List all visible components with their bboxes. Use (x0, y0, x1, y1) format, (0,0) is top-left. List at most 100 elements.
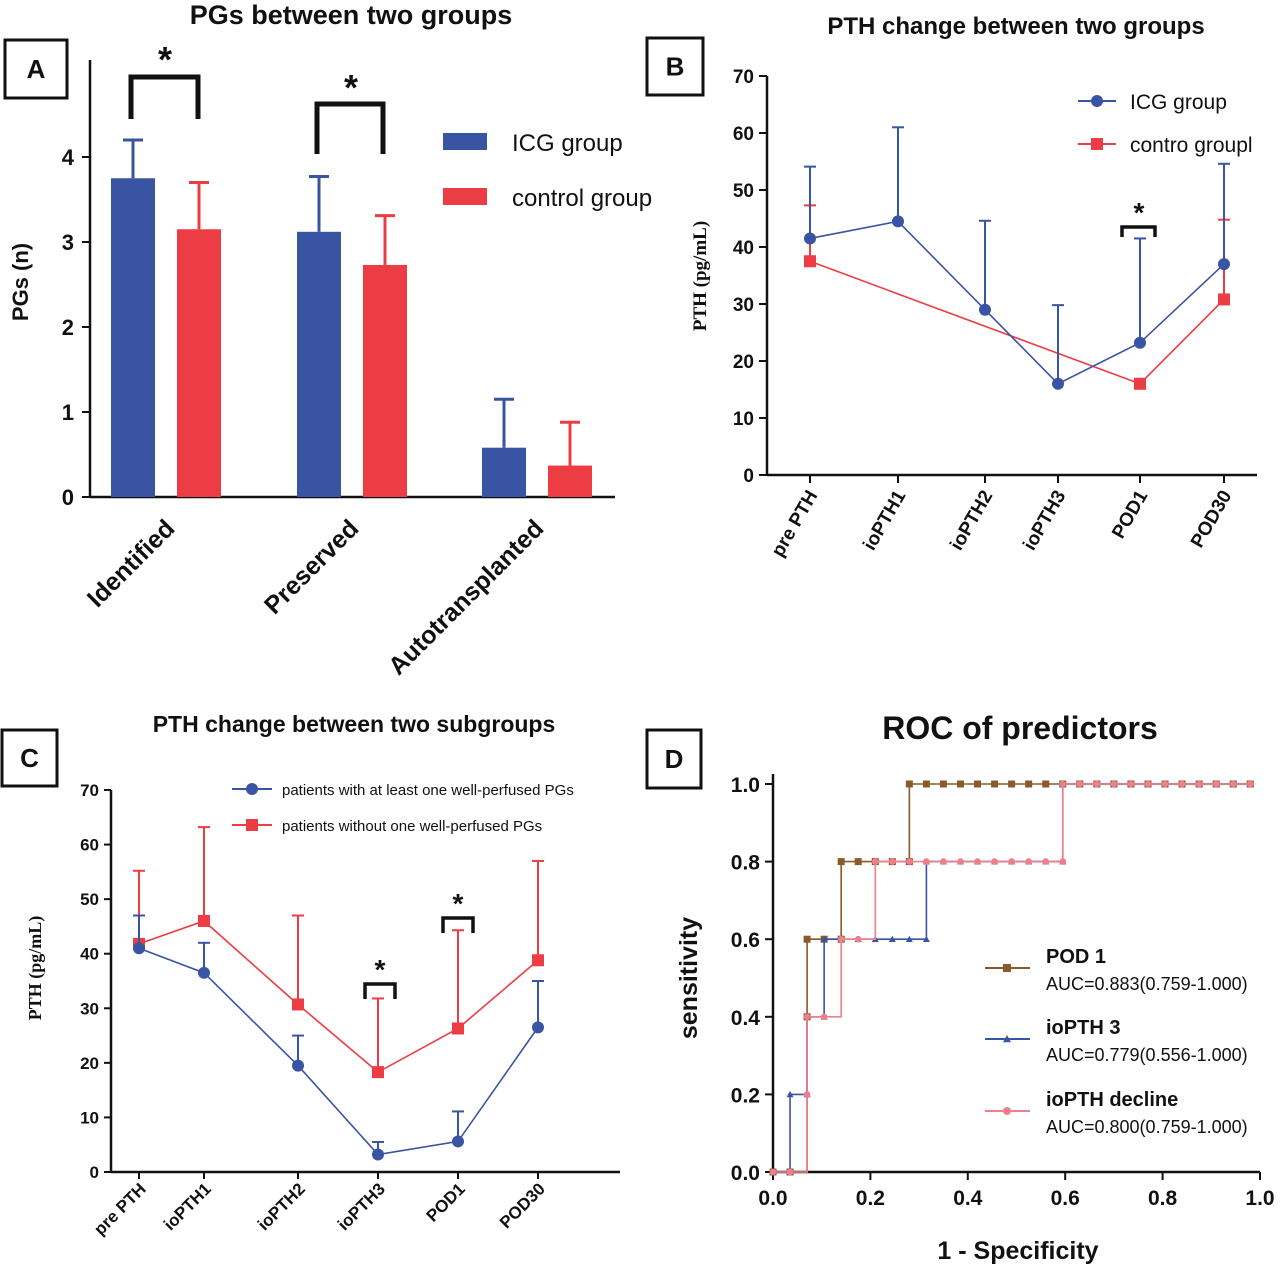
panel-b-ytick-label: 30 (733, 295, 754, 316)
panel-c-point (372, 1148, 384, 1161)
panel-a-category-label: Autotransplanted (383, 514, 549, 680)
panel-c-ytick-label: 20 (80, 1054, 99, 1073)
panel-c-point (452, 1135, 464, 1148)
panel-d-point (974, 858, 981, 865)
panel-d-point (939, 780, 947, 788)
panel-d-point (991, 780, 999, 788)
panel-a-box (3, 38, 69, 100)
panel-d-xtick-label: 0.8 (1148, 1187, 1178, 1210)
panel-d-point (1025, 858, 1032, 865)
panel-d-xtick-label: 0.6 (1051, 1187, 1080, 1210)
panel-d-point (1025, 780, 1033, 788)
panel-c-point (452, 1022, 464, 1035)
panel-c-point (292, 1059, 304, 1072)
panel-d-ytick-label: 0.6 (731, 929, 760, 952)
panel-b-legend-marker (1091, 138, 1103, 150)
panel-d-point (922, 935, 930, 942)
panel-b-legend-label: ICG group (1130, 91, 1227, 114)
panel-c-title: PTH change between two subgroups (153, 711, 556, 737)
panel-c-category-label: ioPTH2 (254, 1179, 309, 1234)
panel-d-legend-marker (1003, 964, 1011, 972)
panel-c-point (372, 1066, 384, 1079)
panel-c-ytick-label: 0 (90, 1163, 99, 1182)
panel-b-legend-label: contro groupl (1130, 134, 1253, 157)
panel-d-legend-label: ioPTH 3 (1046, 1017, 1120, 1039)
panel-c-series-line (138, 947, 539, 1156)
panel-d-point (1076, 780, 1084, 788)
panel-d-ytick-label: 0.4 (731, 1007, 761, 1030)
panel-d-xtick-label: 0.0 (758, 1187, 787, 1210)
panel-d-point (769, 1168, 777, 1176)
panel-d-box (645, 728, 703, 790)
panel-d-point (1161, 780, 1169, 788)
panel-a-legend-swatch (443, 133, 487, 150)
panel-b-point (1218, 258, 1230, 271)
panel-c-ytick-label: 70 (80, 781, 99, 800)
panel-d-ytick-label: 0.8 (731, 852, 761, 875)
panel-a-letter: A (27, 54, 46, 84)
panel-c-ylabel: PTH (pg/mL) (25, 916, 46, 1021)
panel-c-sig-star: * (375, 954, 386, 985)
panel-a-ytick-label: 0 (62, 485, 74, 510)
panel-a-category-label: Identified (82, 514, 180, 612)
panel-b-ytick-label: 60 (733, 124, 754, 145)
panel-d-point (906, 858, 913, 865)
panel-d-ytick-label: 0.0 (731, 1162, 760, 1185)
panel-d-point (1008, 858, 1015, 865)
panel-d-legend-auc: AUC=0.800(0.759-1.000) (1046, 1117, 1248, 1137)
panel-d-xlabel: 1 - Specificity (937, 1237, 1098, 1265)
panel-c-legend-marker (246, 819, 258, 831)
panel-c-ytick-label: 10 (80, 1108, 99, 1127)
panel-d-roc-line (773, 783, 1251, 1173)
panel-d-point (871, 858, 879, 865)
panel-b-category-label: pre PTH (768, 487, 823, 561)
panel-d-point (956, 780, 964, 788)
panel-b-point (1134, 336, 1146, 349)
panel-c-sig-bracket (363, 982, 397, 999)
panel-d-point (905, 780, 913, 788)
panel-a-title: PGs between two groups (190, 0, 513, 30)
panel-c-point (198, 966, 210, 979)
panel-a-ytick-label: 4 (62, 145, 75, 170)
panel-a-legend-label: control group (512, 185, 652, 212)
panel-d-legend-marker (1003, 1107, 1011, 1115)
panel-a-legend-swatch (443, 188, 487, 205)
panel-a-legend-label: ICG group (512, 130, 623, 157)
panel-a-category-label: Preserved (259, 514, 364, 619)
panel-d-title: ROC of predictors (882, 710, 1158, 746)
panel-d-point (854, 935, 862, 943)
panel-b-series-line (809, 220, 1225, 385)
panel-d-point (1093, 780, 1101, 788)
panel-c-point (198, 914, 210, 927)
panel-d-ylabel: sensitivity (675, 917, 703, 1039)
panel-b-point (892, 215, 904, 228)
panel-d-letter: D (665, 744, 684, 774)
panel-b-sig-star: * (1134, 197, 1145, 228)
panel-b-point (1134, 377, 1146, 390)
panel-d-point (1195, 780, 1203, 788)
panel-a-bar (297, 231, 341, 498)
panel-b-point (979, 303, 991, 316)
panel-c-sig-bracket (441, 916, 475, 933)
panel-b-title: PTH change between two groups (827, 13, 1204, 40)
panel-b-letter: B (666, 52, 685, 82)
panel-d-legend-auc: AUC=0.883(0.759-1.000) (1046, 974, 1248, 994)
panel-d-point (1144, 780, 1152, 788)
panel-c-ytick-label: 30 (80, 999, 99, 1018)
panel-d-point (957, 858, 964, 865)
panel-c-sig-star: * (453, 888, 464, 919)
panel-b-ylabel: PTH (pg/mL) (690, 221, 711, 331)
panel-b-point (804, 255, 816, 268)
panel-d-ytick-label: 0.2 (731, 1084, 760, 1107)
panel-b-point (804, 232, 816, 245)
panel-a-sig-bracket (128, 74, 201, 119)
panel-c-category-label: POD30 (496, 1179, 549, 1232)
panel-c-point (133, 942, 145, 955)
panel-a-sig-bracket (314, 101, 386, 154)
panel-d-point (837, 858, 845, 866)
panel-a-sig-star: * (158, 39, 172, 80)
panel-b-point (1052, 377, 1064, 390)
panel-d-point (820, 935, 828, 942)
panel-d-point (991, 858, 998, 865)
panel-b-ytick-label: 20 (733, 352, 754, 373)
